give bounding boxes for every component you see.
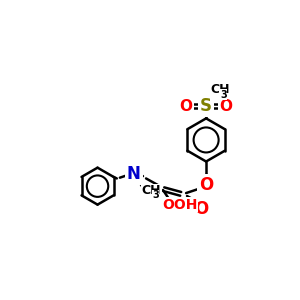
Text: O: O: [220, 99, 232, 114]
Text: O: O: [199, 176, 213, 194]
Text: 3: 3: [220, 89, 227, 100]
Text: O: O: [180, 99, 193, 114]
Text: O: O: [194, 200, 208, 218]
Text: 3: 3: [152, 190, 159, 200]
Text: CH: CH: [210, 83, 230, 96]
Text: S: S: [200, 97, 212, 115]
Text: CH: CH: [141, 184, 161, 197]
Text: OOH: OOH: [162, 198, 198, 212]
Text: N: N: [127, 165, 141, 183]
Text: C: C: [166, 198, 176, 212]
